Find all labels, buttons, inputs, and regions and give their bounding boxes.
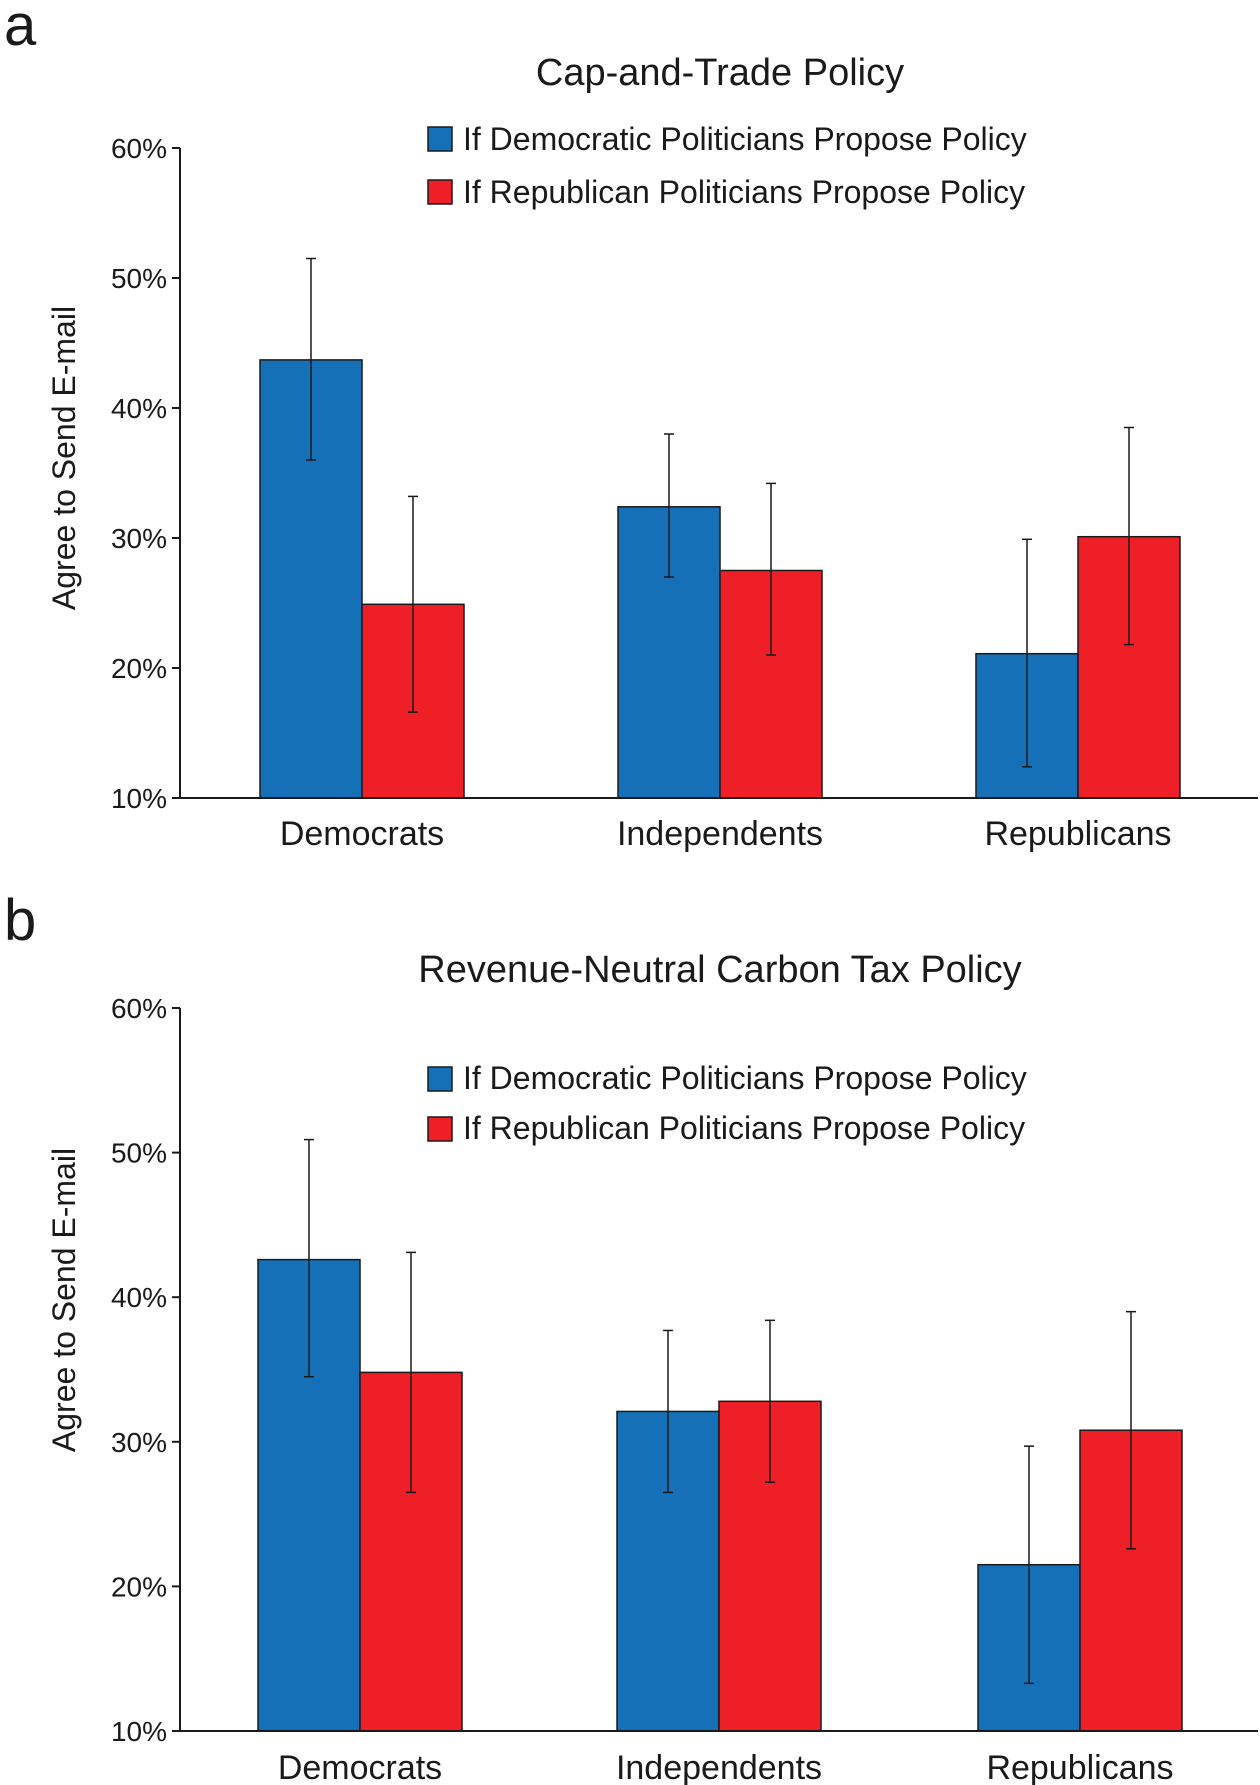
- category-label-republicans: Republicans: [986, 1749, 1173, 1785]
- error-bars-b: [304, 1138, 1136, 1685]
- y-tick-label: 10%: [111, 783, 167, 814]
- category-labels-a: Democrats Independents Republicans: [280, 815, 1172, 853]
- y-axis-ticks-a: 10% 20% 30% 40% 50% 60%: [111, 133, 180, 814]
- category-labels-b: Democrats Independents Republicans: [278, 1749, 1174, 1785]
- error-bars-a: [306, 257, 1134, 768]
- bars-b: [257, 1258, 1183, 1732]
- y-axis-ticks-b: 10% 20% 30% 40% 50% 60%: [111, 993, 180, 1747]
- y-axis-label-b: Agree to Send E-mail: [46, 1148, 82, 1452]
- y-tick-label: 40%: [111, 393, 167, 424]
- y-tick-label: 60%: [111, 133, 167, 164]
- legend-label-democratic-a: If Democratic Politicians Propose Policy: [463, 121, 1027, 157]
- legend-label-democratic-b: If Democratic Politicians Propose Policy: [463, 1060, 1027, 1096]
- y-tick-label: 50%: [111, 263, 167, 294]
- category-label-republicans: Republicans: [984, 815, 1171, 853]
- legend-swatch-democratic-a: [427, 126, 453, 152]
- category-label-democrats: Democrats: [280, 815, 444, 853]
- y-tick-label: 50%: [111, 1138, 167, 1169]
- y-tick-label: 10%: [111, 1716, 167, 1747]
- category-label-democrats: Democrats: [278, 1749, 442, 1785]
- category-label-independents: Independents: [617, 815, 823, 853]
- axes-a: [172, 148, 1258, 799]
- axes-b: [172, 1008, 1258, 1732]
- category-label-independents: Independents: [616, 1749, 822, 1785]
- y-tick-label: 30%: [111, 1427, 167, 1458]
- chart-title-b: Revenue-Neutral Carbon Tax Policy: [418, 949, 1021, 991]
- legend-label-republican-b: If Republican Politicians Propose Policy: [463, 1110, 1025, 1146]
- legend-b: If Democratic Politicians Propose Policy…: [427, 1060, 1027, 1146]
- y-tick-label: 20%: [111, 1571, 167, 1602]
- y-axis-label-a: Agree to Send E-mail: [46, 306, 82, 610]
- bars-a: [259, 359, 1181, 799]
- chart-panel-b: b Revenue-Neutral Carbon Tax Policy If D…: [4, 888, 1258, 1785]
- chart-panel-a: a Cap-and-Trade Policy If Democratic Pol…: [4, 0, 1258, 853]
- legend-label-republican-a: If Republican Politicians Propose Policy: [463, 174, 1025, 210]
- legend-swatch-republican-a: [427, 179, 453, 205]
- chart-title-a: Cap-and-Trade Policy: [536, 52, 904, 94]
- legend-a: If Democratic Politicians Propose Policy…: [427, 121, 1027, 210]
- y-tick-label: 30%: [111, 523, 167, 554]
- legend-swatch-democratic-b: [427, 1066, 453, 1092]
- panel-letter-a: a: [4, 0, 37, 58]
- y-tick-label: 20%: [111, 653, 167, 684]
- y-tick-label: 40%: [111, 1282, 167, 1313]
- y-tick-label: 60%: [111, 993, 167, 1024]
- legend-swatch-republican-b: [427, 1116, 453, 1142]
- panel-letter-b: b: [4, 888, 36, 953]
